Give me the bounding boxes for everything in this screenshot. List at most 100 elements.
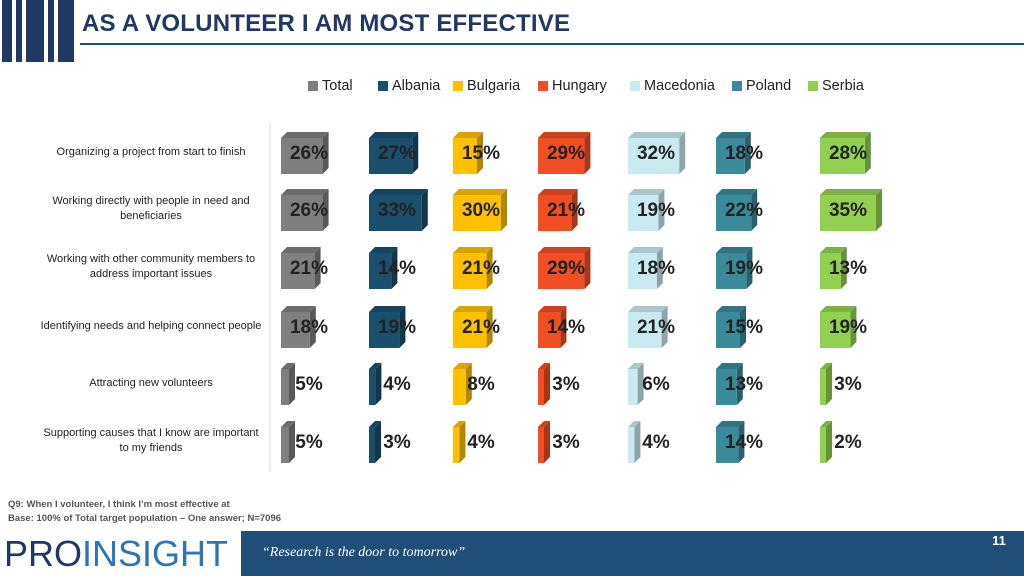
bar-top-face bbox=[628, 132, 686, 138]
bar-side-face bbox=[375, 421, 381, 463]
bar-side-face bbox=[289, 421, 295, 463]
bar-front-face bbox=[538, 369, 544, 405]
bar-bulgaria bbox=[453, 247, 493, 289]
bar-front-face bbox=[281, 138, 323, 174]
legend-label: Total bbox=[322, 78, 353, 94]
bar-serbia bbox=[820, 189, 882, 231]
bar-front-face bbox=[453, 253, 487, 289]
data-label: 18% bbox=[637, 258, 675, 279]
bar-top-face bbox=[820, 189, 882, 195]
legend-swatch bbox=[538, 81, 548, 91]
bar-top-face bbox=[628, 306, 668, 312]
bar-front-face bbox=[628, 427, 635, 463]
bar-front-face bbox=[716, 195, 752, 231]
bar-serbia bbox=[820, 306, 857, 348]
data-label: 26% bbox=[290, 143, 328, 164]
bar-top-face bbox=[820, 363, 832, 369]
bar-front-face bbox=[628, 253, 657, 289]
bar-front-face bbox=[453, 138, 477, 174]
legend-swatch bbox=[378, 81, 388, 91]
data-label: 26% bbox=[290, 200, 328, 221]
bar-side-face bbox=[746, 247, 753, 289]
bar-side-face bbox=[501, 189, 507, 231]
legend-swatch bbox=[732, 81, 742, 91]
bar-front-face bbox=[820, 195, 876, 231]
bar-macedonia bbox=[628, 132, 686, 174]
bar-top-face bbox=[628, 189, 665, 195]
data-label: 3% bbox=[552, 374, 580, 395]
legend-item-bulgaria: Bulgaria bbox=[453, 76, 520, 96]
bar-side-face bbox=[740, 306, 746, 348]
bar-front-face bbox=[628, 138, 680, 174]
bar-top-face bbox=[628, 363, 644, 369]
bar-side-face bbox=[840, 247, 847, 289]
bar-front-face bbox=[281, 253, 315, 289]
bar-top-face bbox=[716, 363, 743, 369]
bar-hungary bbox=[538, 189, 578, 231]
bar-front-face bbox=[369, 195, 422, 231]
bar-top-face bbox=[281, 363, 295, 369]
bar-total bbox=[281, 132, 329, 174]
bar-front-face bbox=[820, 369, 826, 405]
bar-side-face bbox=[637, 363, 644, 405]
bar-bulgaria bbox=[453, 132, 483, 174]
bar-side-face bbox=[876, 189, 882, 231]
bar-side-face bbox=[661, 306, 668, 348]
bar-top-face bbox=[820, 306, 857, 312]
bar-front-face bbox=[820, 138, 865, 174]
bar-top-face bbox=[716, 421, 745, 427]
bar-top-face bbox=[281, 421, 295, 427]
bar-side-face bbox=[736, 363, 743, 405]
bar-side-face bbox=[486, 306, 493, 348]
bar-side-face bbox=[477, 132, 483, 174]
bar-front-face bbox=[716, 312, 740, 348]
bar-top-face bbox=[281, 189, 329, 195]
bar-side-face bbox=[391, 247, 398, 289]
bar-front-face bbox=[820, 427, 826, 463]
question-footnote: Q9: When I volunteer, I think I’m most e… bbox=[8, 499, 230, 510]
bar-front-face bbox=[716, 253, 747, 289]
legend-item-hungary: Hungary bbox=[538, 76, 607, 96]
bar-hungary bbox=[538, 363, 550, 405]
bar-top-face bbox=[628, 421, 641, 427]
title-underline bbox=[80, 43, 1024, 45]
bar-front-face bbox=[716, 427, 739, 463]
bar-side-face bbox=[560, 306, 567, 348]
bar-serbia bbox=[820, 247, 847, 289]
bar-front-face bbox=[628, 369, 638, 405]
bar-side-face bbox=[571, 189, 578, 231]
data-label: 28% bbox=[829, 143, 867, 164]
bar-front-face bbox=[369, 369, 376, 405]
bar-hungary bbox=[538, 132, 591, 174]
legend-label: Hungary bbox=[552, 78, 607, 94]
bar-top-face bbox=[453, 306, 493, 312]
bar-top-face bbox=[538, 247, 591, 253]
bar-macedonia bbox=[628, 247, 663, 289]
data-label: 15% bbox=[462, 143, 500, 164]
bar-total bbox=[281, 421, 295, 463]
bar-side-face bbox=[584, 247, 591, 289]
bar-serbia bbox=[820, 363, 832, 405]
bar-top-face bbox=[281, 132, 329, 138]
bar-front-face bbox=[369, 427, 375, 463]
bar-side-face bbox=[459, 421, 466, 463]
bar-poland bbox=[716, 363, 743, 405]
bar-albania bbox=[369, 363, 382, 405]
data-label: 4% bbox=[383, 374, 411, 395]
bar-top-face bbox=[453, 421, 466, 427]
bar-top-face bbox=[820, 421, 832, 427]
bar-side-face bbox=[322, 132, 329, 174]
bar-poland bbox=[716, 421, 745, 463]
bar-side-face bbox=[544, 363, 550, 405]
bar-top-face bbox=[453, 363, 472, 369]
bar-side-face bbox=[679, 132, 686, 174]
data-label: 19% bbox=[725, 258, 763, 279]
bar-top-face bbox=[538, 189, 578, 195]
data-label: 33% bbox=[378, 200, 416, 221]
bar-top-face bbox=[716, 247, 753, 253]
bar-side-face bbox=[738, 421, 745, 463]
data-label: 27% bbox=[378, 143, 416, 164]
legend-item-poland: Poland bbox=[732, 76, 791, 96]
bar-top-face bbox=[369, 132, 419, 138]
header-decoration bbox=[2, 0, 74, 62]
